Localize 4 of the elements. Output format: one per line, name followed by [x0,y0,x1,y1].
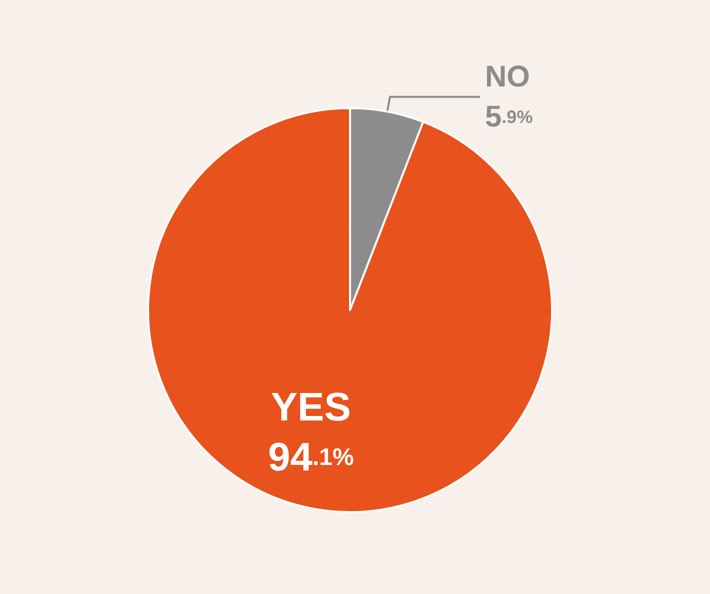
slice-label: YES [270,385,351,430]
data-label: 5.9% [485,100,533,134]
slice-label: NO [485,60,530,94]
data-label: 94.1% [268,435,354,480]
